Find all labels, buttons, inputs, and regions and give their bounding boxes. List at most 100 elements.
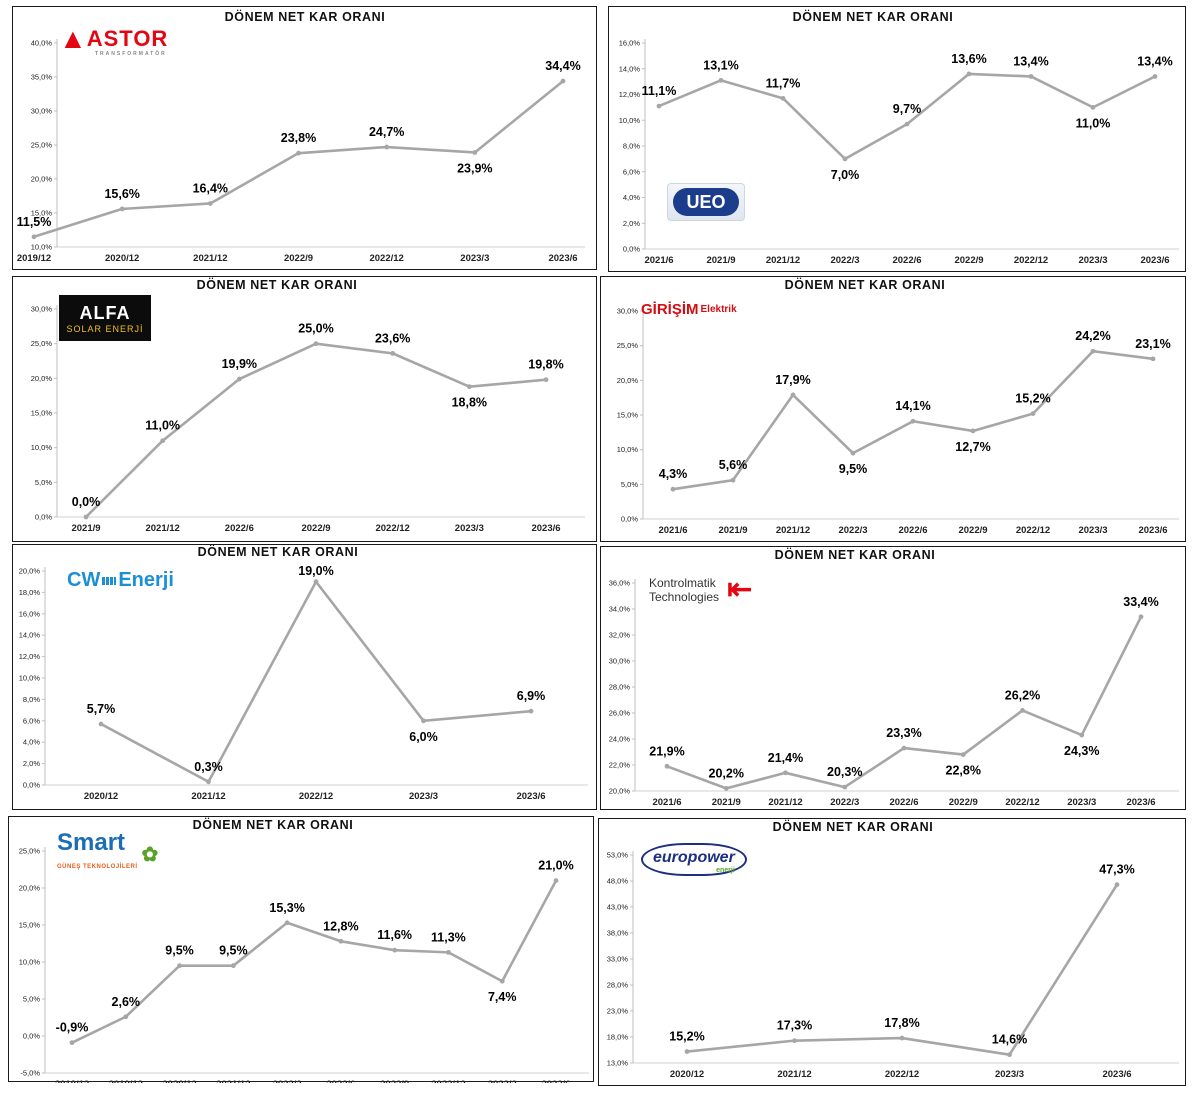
data-point bbox=[296, 150, 301, 156]
x-tick-label: 2020/12 bbox=[84, 791, 118, 802]
data-point bbox=[1152, 74, 1158, 79]
data-point bbox=[1090, 348, 1096, 354]
data-point bbox=[392, 947, 398, 953]
data-label: 47,3% bbox=[1099, 863, 1134, 877]
data-label: 15,2% bbox=[669, 1030, 704, 1044]
y-tick-label: 20,0% bbox=[31, 374, 53, 383]
y-tick-label: 0,0% bbox=[23, 781, 40, 790]
data-point bbox=[313, 579, 319, 585]
data-label: 13,4% bbox=[1013, 54, 1048, 68]
x-tick-label: 2021/12 bbox=[191, 791, 225, 802]
x-tick-label: 2023/3 bbox=[409, 791, 438, 802]
y-tick-label: 4,0% bbox=[623, 193, 640, 202]
y-tick-label: 22,0% bbox=[609, 761, 631, 770]
x-tick-label: 2021/9 bbox=[712, 797, 741, 808]
data-label: 12,8% bbox=[323, 919, 358, 933]
chart-title: DÖNEM NET KAR ORANI bbox=[775, 547, 936, 562]
y-tick-label: 5,0% bbox=[35, 478, 52, 487]
data-point bbox=[792, 1038, 797, 1044]
data-label: 13,4% bbox=[1137, 54, 1172, 68]
x-tick-label: 2021/9 bbox=[706, 255, 735, 266]
x-tick-label: 2022/3 bbox=[830, 797, 859, 808]
data-point bbox=[1030, 411, 1036, 417]
x-tick-label: 2019/12 bbox=[17, 253, 51, 264]
x-tick-label: 2021/12 bbox=[768, 797, 802, 808]
data-label: 24,3% bbox=[1064, 744, 1099, 758]
x-tick-label: 2022/6 bbox=[225, 523, 254, 534]
data-label: 17,9% bbox=[775, 373, 810, 387]
y-tick-label: 5,0% bbox=[23, 995, 40, 1004]
y-tick-label: 15,0% bbox=[31, 409, 53, 418]
y-tick-label: 20,0% bbox=[19, 567, 41, 576]
data-label: 19,8% bbox=[528, 358, 563, 372]
chart-panel-smart: DÖNEM NET KAR ORANI -5,0% 0,0% 5,0% 10,0% 15,… bbox=[8, 816, 594, 1083]
x-tick-label: 2023/6 bbox=[541, 1079, 570, 1083]
chart-panel-girisim: DÖNEM NET KAR ORANI 0,0% 5,0% 10,0% 15,0% 20,… bbox=[600, 276, 1186, 542]
smart-logo-sub: GÜNEŞ TEKNOLOJİLERİ bbox=[57, 864, 138, 870]
data-point bbox=[119, 206, 125, 212]
data-label: 16,4% bbox=[193, 181, 228, 195]
y-tick-label: 20,0% bbox=[617, 376, 639, 385]
data-point bbox=[966, 71, 972, 77]
data-point bbox=[664, 763, 670, 769]
europower-logo-sub: enerji bbox=[716, 867, 735, 874]
alfa-logo-text: ALFA bbox=[79, 302, 131, 323]
kontrolmatik-logo-text: Kontrolmatik bbox=[649, 576, 716, 590]
y-tick-label: 30,0% bbox=[609, 657, 631, 666]
y-tick-label: 25,0% bbox=[31, 141, 53, 150]
data-point bbox=[499, 978, 505, 984]
data-label: 11,0% bbox=[1076, 116, 1111, 130]
x-tick-label: 2022/9 bbox=[949, 797, 978, 808]
data-label: 0,3% bbox=[194, 760, 223, 774]
x-tick-label: 2022/9 bbox=[958, 525, 987, 536]
x-tick-label: 2022/9 bbox=[954, 255, 983, 266]
y-tick-label: 15,0% bbox=[31, 209, 53, 218]
smart-leaf-icon: ✿ bbox=[141, 844, 159, 866]
data-point bbox=[1150, 356, 1156, 362]
data-label: 4,3% bbox=[659, 467, 688, 481]
data-label: 13,1% bbox=[703, 58, 738, 72]
x-tick-label: 2023/6 bbox=[516, 791, 545, 802]
y-tick-label: 34,0% bbox=[609, 605, 631, 614]
data-label: 11,1% bbox=[642, 84, 677, 98]
data-point bbox=[446, 949, 451, 955]
data-point bbox=[338, 938, 344, 944]
data-label: 17,3% bbox=[777, 1019, 812, 1033]
x-tick-label: 2020/12 bbox=[670, 1069, 704, 1080]
data-label: 26,2% bbox=[1005, 688, 1040, 702]
x-tick-label: 2023/3 bbox=[1078, 255, 1107, 266]
x-tick-label: 2022/6 bbox=[889, 797, 918, 808]
data-point bbox=[421, 718, 426, 724]
data-point bbox=[901, 745, 907, 751]
x-tick-label: 2022/12 bbox=[1014, 255, 1048, 266]
ueo-chart: DÖNEM NET KAR ORANI 0,0% 2,0% 4,0% 6,0% 8,0% 1… bbox=[619, 9, 1179, 266]
y-tick-label: 2,0% bbox=[23, 759, 40, 768]
data-point bbox=[560, 78, 566, 84]
data-label: 23,6% bbox=[375, 331, 410, 345]
x-tick-label: 2022/3 bbox=[273, 1079, 302, 1083]
data-label: 33,4% bbox=[1123, 595, 1158, 609]
chart-title: DÖNEM NET KAR ORANI bbox=[197, 277, 358, 292]
data-label: 6,0% bbox=[409, 730, 438, 744]
cw-chart: DÖNEM NET KAR ORANI 0,0% 2,0% 4,0% 6,0% 8,0% 1… bbox=[19, 545, 588, 802]
data-label: 23,3% bbox=[886, 726, 921, 740]
smart-logo: Smart GÜNEŞ TEKNOLOJİLERİ ✿ bbox=[57, 831, 158, 879]
girisim-logo: GİRİŞİM Elektrik bbox=[641, 301, 737, 318]
data-point bbox=[904, 121, 910, 127]
y-tick-label: 16,0% bbox=[619, 39, 641, 48]
data-label: 11,7% bbox=[766, 76, 801, 90]
chart-panel-cw: DÖNEM NET KAR ORANI 0,0% 2,0% 4,0% 6,0% 8,0% 1… bbox=[12, 544, 597, 810]
data-point bbox=[313, 341, 319, 347]
data-point bbox=[466, 384, 472, 390]
cw-logo-sub: Enerji bbox=[118, 569, 174, 591]
x-tick-label: 2021/12 bbox=[766, 255, 800, 266]
astor-chart: DÖNEM NET KAR ORANI 10,0% 15,0% 20,0% 25,0% 3… bbox=[17, 9, 585, 264]
data-point bbox=[910, 418, 916, 424]
chart-panel-alfa: DÖNEM NET KAR ORANI 0,0% 5,0% 10,0% 15,0% 20,… bbox=[12, 276, 597, 542]
x-tick-label: 2022/9 bbox=[380, 1079, 409, 1083]
chart-panel-ueo: DÖNEM NET KAR ORANI 0,0% 2,0% 4,0% 6,0% 8,0% 1… bbox=[608, 6, 1186, 272]
data-label: -0,9% bbox=[56, 1021, 89, 1035]
y-tick-label: 40,0% bbox=[31, 39, 53, 48]
data-label: 5,7% bbox=[87, 702, 116, 716]
data-point bbox=[1020, 708, 1025, 713]
